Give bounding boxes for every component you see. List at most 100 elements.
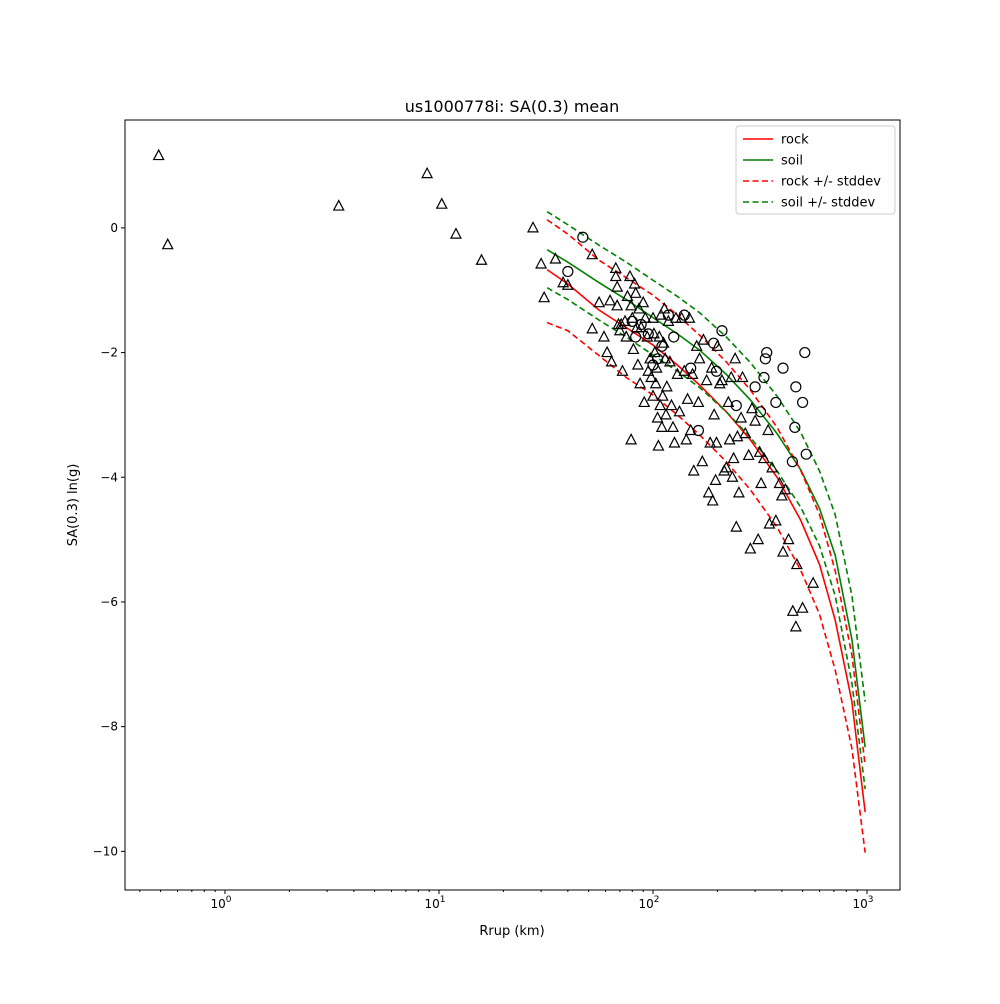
x-tick-label: 101 [424,895,445,911]
y-tick-label: −8 [100,720,118,734]
triangle-point [611,299,624,311]
triangle-point [692,395,705,408]
y-axis-label: SA(0.3) ln(g) [66,464,81,547]
triangle-point [637,295,650,308]
triangle-point [625,299,638,311]
triangle-point [449,227,462,239]
triangle-point [527,221,540,233]
circle-point [789,421,801,433]
circle-point [710,365,723,377]
data-points [152,148,820,632]
triangle-point [708,408,721,420]
triangle-point [693,352,706,364]
circle-point [630,331,642,343]
circle-point [635,318,647,331]
triangle-point [681,392,694,404]
triangle-point [609,269,622,282]
plot-frame [124,119,901,891]
triangle-point [604,294,617,306]
triangle-point [586,322,599,334]
triangle-point [651,411,664,423]
triangle-point [779,482,792,495]
legend-label: soil +/- stddev [781,196,876,211]
triangle-point [593,295,606,308]
triangle-point [755,476,768,489]
circle-point [800,448,812,460]
circle-point [651,353,664,365]
triangle-point [720,461,733,473]
circle-point [786,456,798,468]
triangle-point [597,330,610,342]
triangle-point [704,436,717,448]
triangle-point [662,314,675,326]
legend-label: rock +/- stddev [781,175,881,190]
triangle-point [660,380,673,392]
circle-point [758,371,770,384]
circle-point [692,424,705,437]
legend-label: rock [781,133,809,148]
triangle-point [665,398,678,411]
triangle-point [561,278,574,290]
triangle-point [789,620,802,632]
triangle-point [775,489,788,501]
legend: rock soil rock +/- stddev soil +/- stddev [735,125,896,215]
triangle-point [725,370,738,383]
triangle-point [620,330,633,342]
triangle-point [730,520,743,532]
triangle-point [557,275,570,288]
circle-point [777,362,789,374]
circle-point [656,340,668,352]
triangle-point [769,514,782,526]
circle-point [562,265,574,278]
triangle-point [766,461,779,473]
circle-point [716,325,728,337]
triangle-point [647,389,660,401]
triangle-point [538,290,551,303]
triangle-point [702,486,715,498]
triangle-point [673,405,686,417]
triangle-point [435,197,448,209]
triangle-point [629,286,642,298]
circle-point [790,381,802,393]
soil-stddev-line [546,210,866,702]
triangle-point [632,302,645,314]
triangle-point [790,557,803,570]
triangle-point [586,247,599,260]
triangle-point [726,470,739,482]
circle-point [678,309,690,321]
triangle-point [645,370,658,383]
triangle-point [611,280,624,292]
circle-point [749,381,761,393]
triangle-point [723,433,736,445]
triangle-point [706,494,719,506]
axis-ticks: 100 101 102 103 0 −2 −4 −6 −8 −10 [93,221,874,911]
circle-point [662,309,674,321]
circle-point [796,396,809,409]
triangle-point [680,433,693,445]
triangle-point [628,277,641,289]
triangle-point [549,252,562,264]
triangle-point [152,148,165,161]
triangle-point [731,429,744,442]
triangle-point [609,261,622,273]
triangle-point [655,420,668,432]
triangle-point [732,486,745,498]
triangle-point [616,364,629,376]
triangle-point [161,237,174,250]
triangle-point [649,376,662,389]
triangle-point [642,364,655,376]
triangle-point [621,289,634,302]
triangle-point [332,199,345,211]
triangle-point [601,345,614,358]
triangle-point [647,327,660,339]
triangle-point [683,311,696,323]
triangle-point [615,317,628,330]
circle-point [668,331,680,343]
triangle-point [710,436,723,448]
circle-point [759,353,771,365]
triangle-point [696,454,709,467]
triangle-point [631,358,644,370]
triangle-point [475,253,488,265]
triangle-point [650,361,663,373]
